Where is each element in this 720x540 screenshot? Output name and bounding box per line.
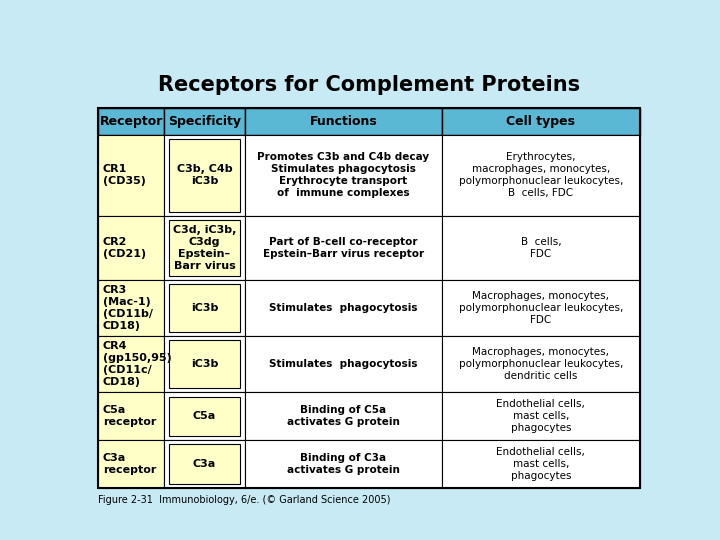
FancyBboxPatch shape [169, 285, 240, 332]
FancyBboxPatch shape [442, 216, 639, 280]
FancyBboxPatch shape [164, 216, 245, 280]
FancyBboxPatch shape [99, 336, 164, 393]
FancyBboxPatch shape [442, 336, 639, 393]
Text: C3a: C3a [193, 459, 216, 469]
FancyBboxPatch shape [442, 109, 639, 134]
FancyBboxPatch shape [99, 134, 164, 216]
Text: CR1
(CD35): CR1 (CD35) [103, 164, 145, 186]
Text: C3a
receptor: C3a receptor [103, 453, 156, 475]
FancyBboxPatch shape [245, 216, 442, 280]
FancyBboxPatch shape [245, 336, 442, 393]
Text: Binding of C5a
activates G protein: Binding of C5a activates G protein [287, 406, 400, 427]
Text: B  cells,
FDC: B cells, FDC [521, 237, 561, 259]
FancyBboxPatch shape [164, 440, 245, 488]
FancyBboxPatch shape [169, 396, 240, 436]
Text: Endothelial cells,
mast cells,
phagocytes: Endothelial cells, mast cells, phagocyte… [496, 400, 585, 434]
Text: Erythrocytes,
macrophages, monocytes,
polymorphonuclear leukocytes,
B  cells, FD: Erythrocytes, macrophages, monocytes, po… [459, 152, 623, 198]
Text: Functions: Functions [310, 115, 377, 128]
Text: Promotes C3b and C4b decay
Stimulates phagocytosis
Erythrocyte transport
of  imm: Promotes C3b and C4b decay Stimulates ph… [257, 152, 429, 198]
Text: Stimulates  phagocytosis: Stimulates phagocytosis [269, 360, 418, 369]
FancyBboxPatch shape [245, 109, 442, 134]
Text: Receptors for Complement Proteins: Receptors for Complement Proteins [158, 75, 580, 94]
Text: Endothelial cells,
mast cells,
phagocytes: Endothelial cells, mast cells, phagocyte… [496, 447, 585, 481]
Text: Figure 2-31  Immunobiology, 6/e. (© Garland Science 2005): Figure 2-31 Immunobiology, 6/e. (© Garla… [99, 495, 391, 505]
Text: Binding of C3a
activates G protein: Binding of C3a activates G protein [287, 453, 400, 475]
Text: C5a: C5a [193, 411, 216, 421]
Text: Cell types: Cell types [506, 115, 575, 128]
Text: C5a
receptor: C5a receptor [103, 406, 156, 427]
FancyBboxPatch shape [442, 134, 639, 216]
FancyBboxPatch shape [99, 393, 164, 440]
FancyBboxPatch shape [99, 440, 164, 488]
FancyBboxPatch shape [245, 134, 442, 216]
FancyBboxPatch shape [169, 341, 240, 388]
FancyBboxPatch shape [164, 134, 245, 216]
Text: CR4
(gp150,95)
(CD11c/
CD18): CR4 (gp150,95) (CD11c/ CD18) [103, 341, 171, 387]
Text: Part of B-cell co-receptor
Epstein–Barr virus receptor: Part of B-cell co-receptor Epstein–Barr … [263, 237, 424, 259]
FancyBboxPatch shape [245, 393, 442, 440]
Text: Macrophages, monocytes,
polymorphonuclear leukocytes,
FDC: Macrophages, monocytes, polymorphonuclea… [459, 291, 623, 325]
FancyBboxPatch shape [442, 393, 639, 440]
Text: Stimulates  phagocytosis: Stimulates phagocytosis [269, 303, 418, 313]
Text: iC3b: iC3b [191, 303, 218, 313]
Text: Specificity: Specificity [168, 115, 241, 128]
Text: C3b, C4b
iC3b: C3b, C4b iC3b [176, 164, 233, 186]
FancyBboxPatch shape [99, 109, 164, 134]
Text: C3d, iC3b,
C3dg
Epstein–
Barr virus: C3d, iC3b, C3dg Epstein– Barr virus [173, 225, 236, 271]
Text: iC3b: iC3b [191, 360, 218, 369]
Text: CR3
(Mac-1)
(CD11b/
CD18): CR3 (Mac-1) (CD11b/ CD18) [103, 285, 153, 331]
FancyBboxPatch shape [99, 280, 164, 336]
FancyBboxPatch shape [442, 280, 639, 336]
FancyBboxPatch shape [169, 220, 240, 276]
FancyBboxPatch shape [245, 440, 442, 488]
FancyBboxPatch shape [442, 440, 639, 488]
FancyBboxPatch shape [245, 280, 442, 336]
Text: CR2
(CD21): CR2 (CD21) [103, 237, 146, 259]
FancyBboxPatch shape [99, 216, 164, 280]
FancyBboxPatch shape [164, 280, 245, 336]
FancyBboxPatch shape [169, 139, 240, 212]
FancyBboxPatch shape [169, 444, 240, 484]
FancyBboxPatch shape [164, 109, 245, 134]
FancyBboxPatch shape [164, 336, 245, 393]
FancyBboxPatch shape [164, 393, 245, 440]
Text: Macrophages, monocytes,
polymorphonuclear leukocytes,
dendritic cells: Macrophages, monocytes, polymorphonuclea… [459, 347, 623, 381]
Text: Receptor: Receptor [99, 115, 163, 128]
